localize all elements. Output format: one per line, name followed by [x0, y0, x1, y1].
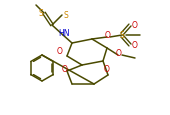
Text: O: O	[132, 41, 138, 50]
Text: S: S	[64, 10, 68, 19]
Text: O: O	[116, 49, 122, 58]
Text: O: O	[105, 30, 111, 39]
Text: S: S	[120, 30, 124, 39]
Text: O: O	[57, 46, 63, 55]
Text: S: S	[39, 8, 43, 17]
Text: O: O	[132, 21, 138, 30]
Text: O: O	[104, 64, 110, 73]
Text: O: O	[62, 64, 68, 73]
Text: HN: HN	[58, 28, 70, 37]
